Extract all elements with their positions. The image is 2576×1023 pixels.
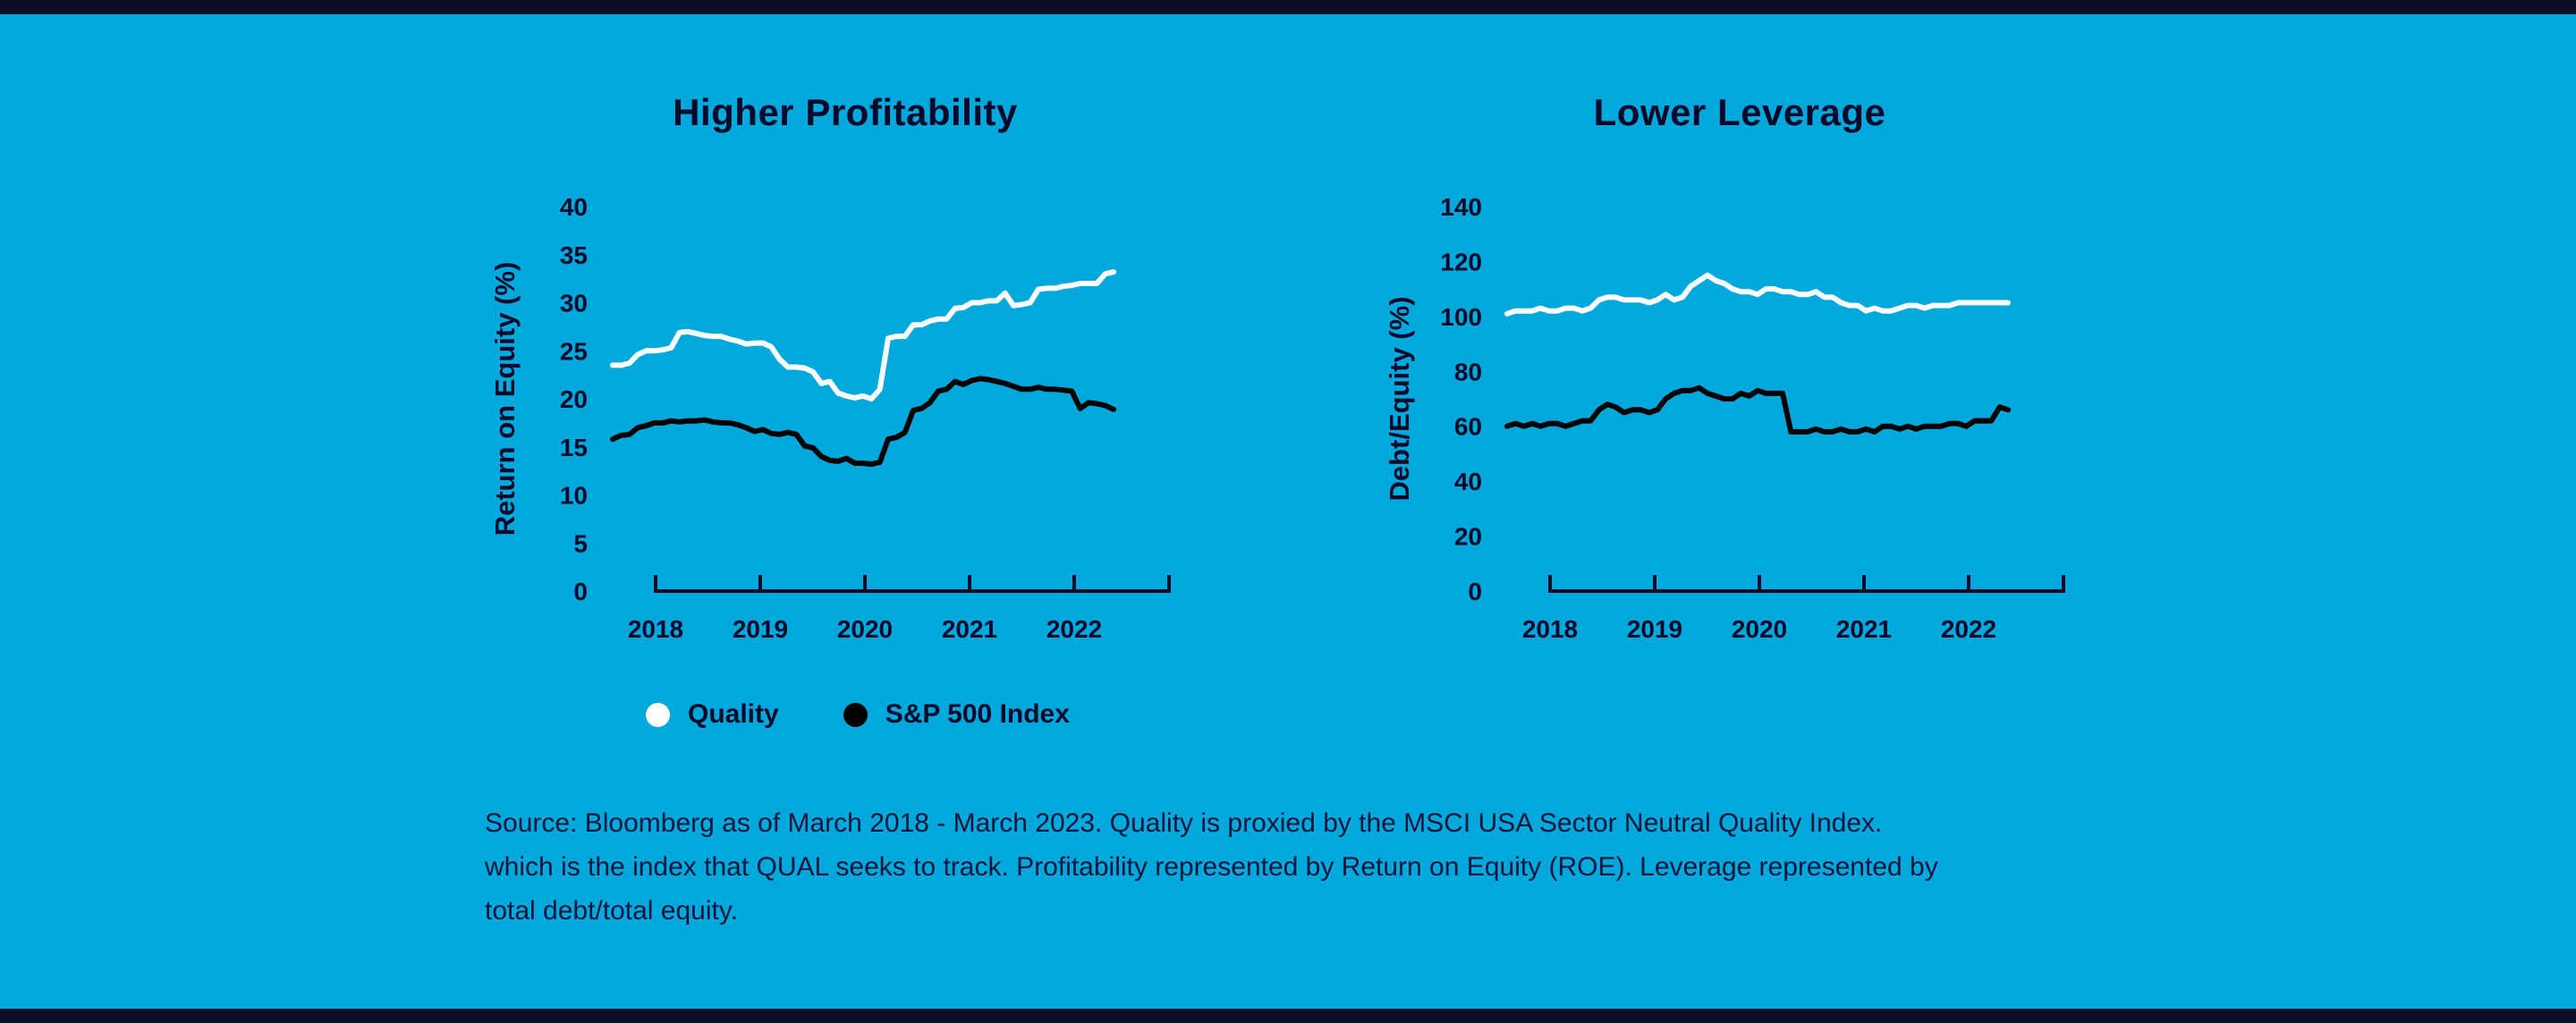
y-tick-label: 60 xyxy=(1454,413,1482,441)
series-line-quality xyxy=(1504,272,2011,317)
x-tick-label: 2019 xyxy=(733,615,788,643)
x-tick-label: 2018 xyxy=(628,615,683,643)
y-tick-label: 120 xyxy=(1440,248,1482,275)
y-tick-label: 20 xyxy=(560,385,588,413)
y-tick-label: 15 xyxy=(560,434,588,461)
bottom-border-band xyxy=(0,1009,2576,1023)
x-axis xyxy=(654,575,1171,593)
y-tick-label: 140 xyxy=(1440,193,1482,221)
y-tick-label: 40 xyxy=(1454,468,1482,495)
legend-label-sp500: S&P 500 Index xyxy=(885,699,1070,729)
y-tick-label: 25 xyxy=(560,337,588,365)
y-tick-label: 80 xyxy=(1454,358,1482,385)
series-line-s-p-500-index xyxy=(610,376,1116,468)
y-tick-label: 20 xyxy=(1454,523,1482,551)
y-tick-label: 40 xyxy=(560,193,588,221)
quality-series-dot-icon xyxy=(646,702,670,727)
x-tick-label: 2022 xyxy=(1941,615,1996,643)
y-axis-title: Return on Equity (%) xyxy=(489,262,521,537)
x-tick-label: 2020 xyxy=(1732,615,1787,643)
x-tick-label: 2021 xyxy=(942,615,997,643)
source-line-3: total debt/total equity. xyxy=(485,896,738,926)
source-line-2: which is the index that QUAL seeks to tr… xyxy=(485,852,1938,882)
x-tick-label: 2021 xyxy=(1836,615,1892,643)
legend-item-sp500: S&P 500 Index xyxy=(843,699,1070,730)
legend: Quality S&P 500 Index xyxy=(646,699,1070,730)
y-tick-label: 0 xyxy=(1468,578,1482,605)
y-tick-label: 35 xyxy=(560,241,588,269)
y-tick-label: 10 xyxy=(560,482,588,510)
y-tick-label: 100 xyxy=(1440,303,1482,331)
y-tick-label: 30 xyxy=(560,290,588,317)
profitability-line-chart: Return on Equity (%) 0 5 10 15 20 25 30 35 40 2018… xyxy=(489,193,1171,643)
leverage-chart-title: Lower Leverage xyxy=(1593,91,1886,133)
series-line-quality xyxy=(610,269,1116,402)
source-footnote: Source: Bloomberg as of March 2018 - Mar… xyxy=(485,801,1938,933)
x-axis xyxy=(1548,575,2065,593)
legend-item-quality: Quality xyxy=(646,699,779,730)
legend-label-quality: Quality xyxy=(688,699,779,729)
x-tick-label: 2020 xyxy=(837,615,893,643)
source-line-1: Source: Bloomberg as of March 2018 - Mar… xyxy=(485,808,1883,838)
y-tick-label: 0 xyxy=(573,578,588,605)
y-axis-title: Debt/Equity (%) xyxy=(1384,296,1415,501)
y-tick-label: 5 xyxy=(573,529,588,557)
x-tick-label: 2018 xyxy=(1522,615,1578,643)
x-tick-label: 2019 xyxy=(1627,615,1682,643)
sp500-series-dot-icon xyxy=(843,702,868,727)
profitability-chart-title: Higher Profitability xyxy=(673,91,1018,133)
leverage-line-chart: Debt/Equity (%) 0 20 40 60 80 100 120 140 2018 201… xyxy=(1384,193,2065,643)
top-border-band xyxy=(0,0,2576,14)
series-line-s-p-500-index xyxy=(1504,385,2011,435)
x-tick-label: 2022 xyxy=(1046,615,1102,643)
